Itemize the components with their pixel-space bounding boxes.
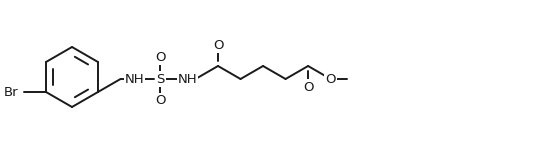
- Text: O: O: [325, 73, 336, 86]
- Text: Br: Br: [3, 86, 18, 99]
- Text: NH: NH: [125, 73, 144, 86]
- Text: O: O: [155, 95, 166, 108]
- Text: S: S: [157, 73, 165, 86]
- Text: O: O: [303, 80, 313, 93]
- Text: NH: NH: [178, 73, 197, 86]
- Text: O: O: [155, 50, 166, 63]
- Text: O: O: [213, 39, 223, 52]
